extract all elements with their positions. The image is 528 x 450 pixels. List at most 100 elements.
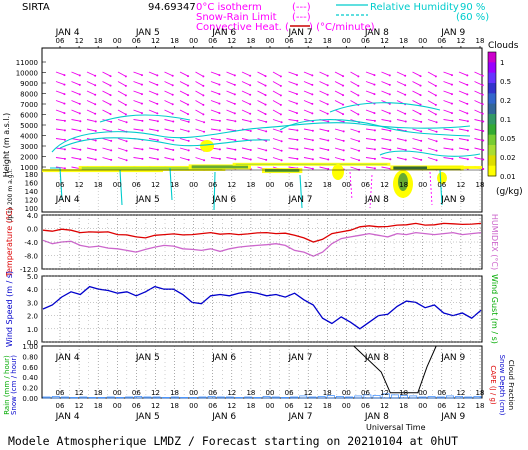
wind-arrow (164, 71, 173, 77)
wind-arrow (86, 119, 96, 122)
wind-arrow (381, 147, 391, 151)
wind-arrow (133, 81, 143, 86)
bottom-hour-tick: 18 (476, 402, 485, 410)
precip-hour-label: 18 (170, 389, 179, 397)
wind-arrow-head (326, 103, 329, 106)
colorbar-swatch (488, 103, 496, 115)
wind-arrow-head (78, 83, 81, 86)
wind-arrow (179, 81, 189, 86)
rain-bar (299, 395, 308, 399)
wind-arrow (396, 71, 406, 77)
cloud-y-tick-lower: 120 (25, 197, 38, 205)
bottom-hour-tick: 18 (170, 402, 179, 410)
wind-panel: 5.0 4.0 3.0 2.0 1.0 0.0 (27, 273, 483, 347)
wind-arrow (396, 119, 406, 122)
cloud-y-ticks: 1100010000900080007000600050004000300020… (16, 59, 482, 213)
colorbar-unit: (g/kg) (496, 187, 523, 197)
wind-arrow-head (280, 140, 283, 143)
rain-bar (381, 393, 390, 399)
wind-arrow-head (450, 74, 453, 77)
wind-arrow-head (187, 94, 190, 97)
wind-arrow-head (109, 84, 112, 87)
legend-isotherm-marker: (---) (292, 2, 311, 13)
rain-bar (216, 396, 225, 399)
precip-panel: 1.00 0.80 0.60 0.40 0.20 0.00 JAN 4 JAN 5 JAN 6… (22, 343, 484, 403)
precip-hour-label: 12 (380, 389, 389, 397)
wind-arrow-head (450, 83, 453, 86)
precip-y-ticks: 1.00 0.80 0.60 0.40 0.20 0.00 (22, 343, 38, 403)
wind-arrow-head (311, 148, 314, 151)
wind-arrow (474, 109, 483, 115)
wind-arrow (210, 157, 220, 160)
wind-arrow-head (373, 129, 376, 132)
wind-arrow (350, 166, 360, 171)
wind-arrow (272, 90, 282, 96)
wind-arrow (226, 81, 235, 86)
wind-arrow-head (358, 149, 361, 152)
wind-arrow-head (140, 102, 143, 105)
wind-arrow (381, 138, 391, 141)
rh-contour (51, 122, 471, 153)
wind-arrow-head (234, 148, 237, 151)
colorbar-tick: 0.1 (500, 116, 511, 124)
wind-arrow-head (482, 139, 485, 142)
wind-arrow-head (466, 112, 469, 115)
wind-arrow-head (326, 84, 329, 87)
wind-arrow-head (94, 130, 97, 133)
y-tick-label: 0.60 (22, 364, 38, 372)
wind-arrow-head (249, 130, 252, 133)
wind-arrow (148, 81, 158, 86)
wind-arrow-head (451, 157, 454, 160)
wind-arrow (102, 100, 111, 105)
wind-arrow-head (419, 113, 422, 116)
wind-arrow-head (78, 93, 81, 96)
cloud-day-label: JAN 9 (440, 195, 465, 205)
cloud-y-tick: 9000 (20, 80, 38, 88)
wind-arrow-head (249, 112, 252, 115)
wind-arrow-head (156, 148, 159, 151)
y-tick-label: 0.80 (22, 353, 38, 361)
wind-arrow (303, 109, 313, 114)
wind-arrow-head (357, 84, 360, 87)
wind-arrow-head (481, 74, 484, 77)
top-day-label: JAN 6 (211, 28, 236, 38)
wind-arrow (226, 90, 235, 95)
precip-bars (42, 345, 482, 399)
rain-bar (161, 397, 170, 399)
cloud-blob-core (398, 173, 408, 191)
wind-arrow (458, 138, 468, 141)
wind-arrow-head (373, 74, 376, 77)
wind-arrow (164, 90, 173, 96)
wind-arrow (288, 71, 298, 76)
wind-arrow (86, 147, 96, 151)
wind-arrow (272, 147, 282, 152)
rain-bar (372, 395, 381, 399)
wind-arrow-head (404, 149, 407, 152)
wind-arrow (210, 119, 220, 122)
snowdepth-ylabel: Snow Depth (cm) (498, 355, 506, 416)
cloud-layer-inner (430, 166, 479, 168)
wind-arrow (195, 90, 204, 96)
wind-arrow-head (63, 112, 66, 115)
wind-arrow-head (125, 149, 128, 152)
precip-day-labels: JAN 4 JAN 5 JAN 6 JAN 7 JAN 8 JAN 9 06 12 18 00 06… (55, 353, 485, 397)
wind-arrow (55, 81, 65, 86)
rain-bar (280, 397, 289, 399)
wind-arrow-head (94, 112, 97, 115)
wind-arrow-head (156, 112, 159, 115)
wind-arrow-head (218, 157, 221, 160)
wind-arrow (319, 90, 328, 96)
cloud-hour-label: 12 (75, 181, 84, 189)
wind-arrow-head (63, 83, 66, 86)
wind-arrow (164, 138, 174, 141)
wind-arrow (381, 166, 391, 170)
rh-contour (279, 119, 471, 137)
wind-arrow-head (435, 121, 438, 124)
top-hour-tick: 12 (75, 37, 84, 45)
cloud-y-tick: 11000 (16, 59, 38, 67)
precip-hour-label: 12 (456, 389, 465, 397)
rain-bar (308, 396, 317, 399)
wind-arrow-head (79, 120, 82, 123)
legend-isotherm: 0°C isotherm (196, 2, 262, 13)
wind-arrow-head (373, 157, 376, 160)
